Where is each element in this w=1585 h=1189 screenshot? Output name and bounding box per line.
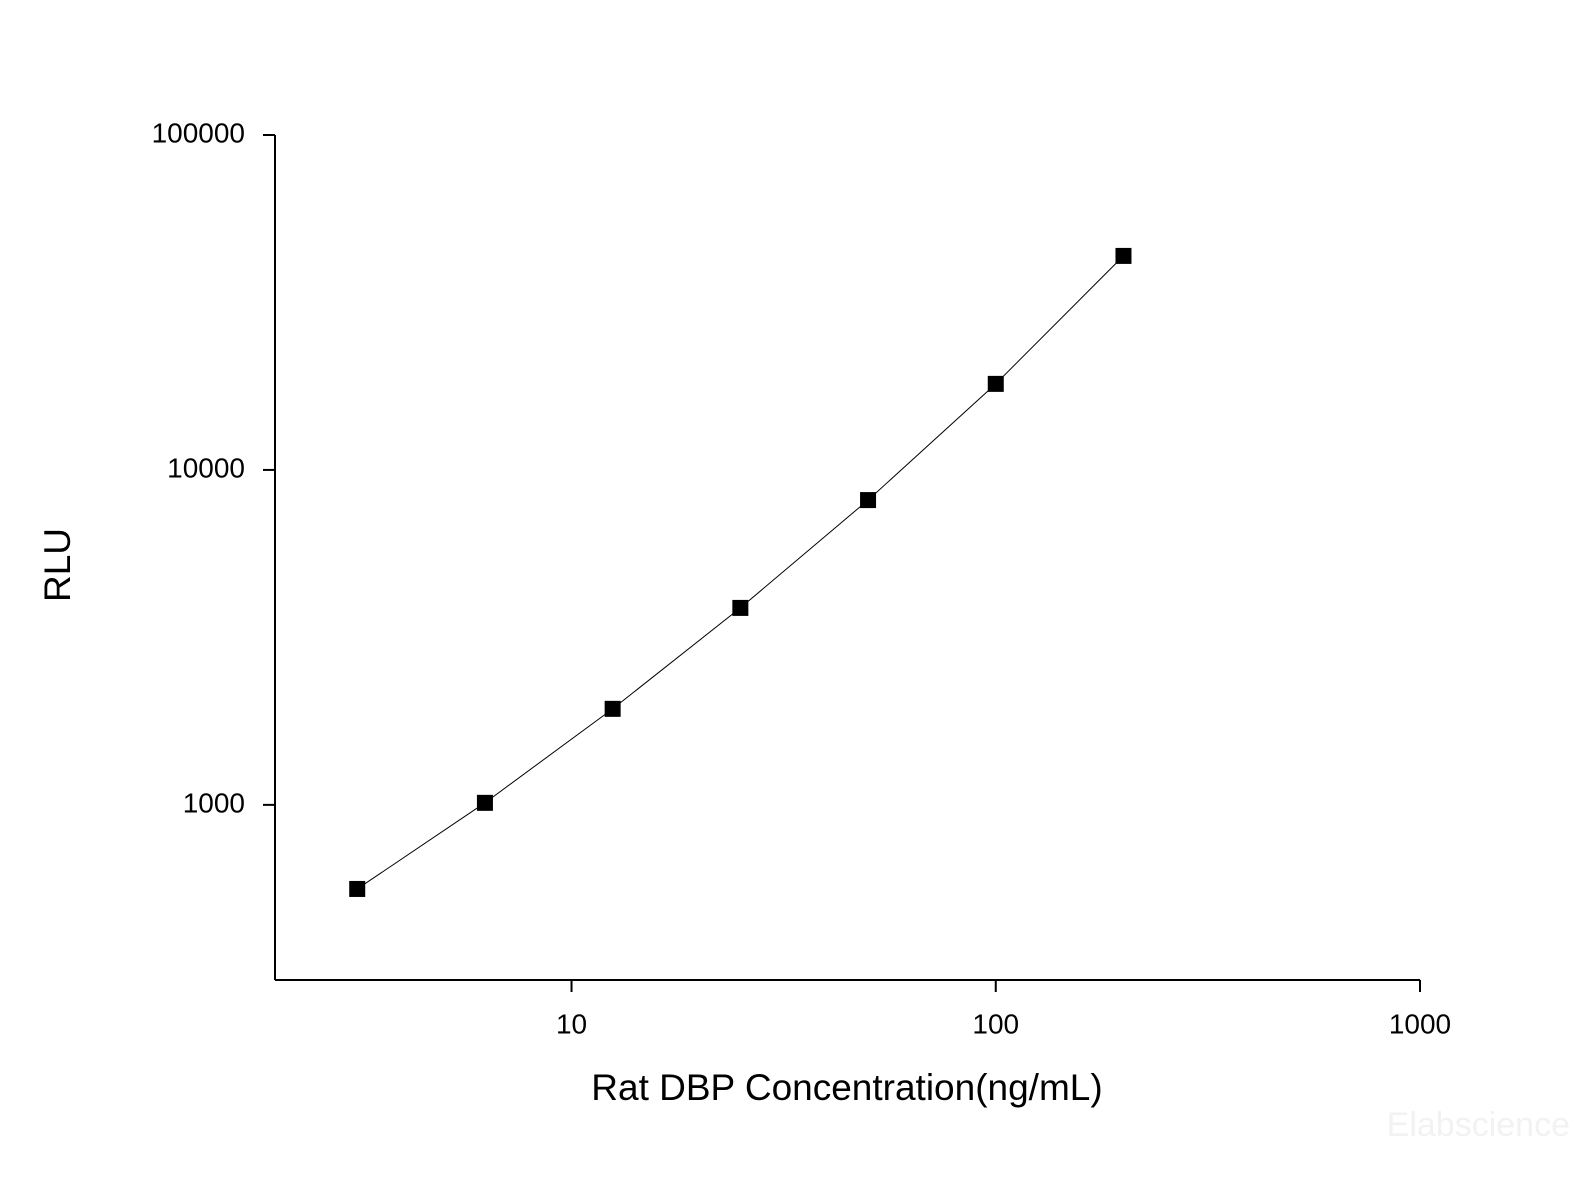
marker [987, 375, 1004, 392]
marker [349, 880, 366, 897]
marker [604, 700, 621, 717]
y-tick-label: 10000 [167, 452, 245, 483]
x-axis-title: Rat DBP Concentration(ng/mL) [591, 1067, 1102, 1108]
marker [860, 492, 877, 509]
x-tick-label: 100 [972, 1008, 1019, 1039]
marker [476, 794, 493, 811]
marker [732, 599, 749, 616]
watermark: Elabscience [1387, 1106, 1570, 1144]
curve [356, 255, 1124, 890]
y-tick-label: 1000 [183, 787, 245, 818]
y-axis-title: RLU [37, 528, 78, 602]
y-tick-label: 100000 [152, 117, 245, 148]
x-tick-label: 10 [556, 1008, 587, 1039]
x-tick-label: 1000 [1389, 1008, 1451, 1039]
marker [1115, 247, 1132, 264]
